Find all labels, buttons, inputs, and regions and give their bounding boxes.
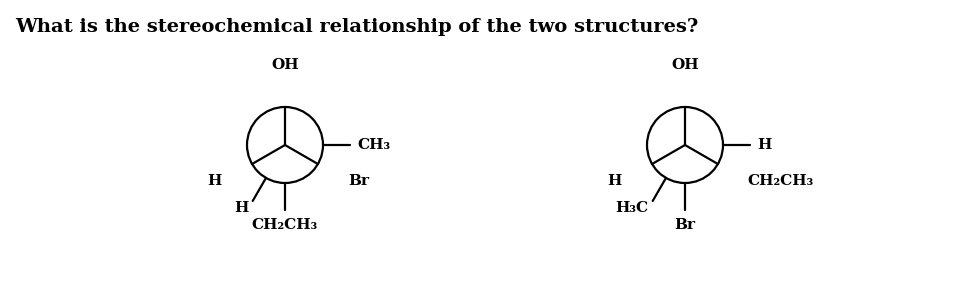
Text: H: H (208, 174, 222, 188)
Text: CH₃: CH₃ (357, 138, 391, 152)
Text: What is the stereochemical relationship of the two structures?: What is the stereochemical relationship … (15, 18, 698, 36)
Text: OH: OH (271, 58, 299, 72)
Text: H: H (607, 174, 622, 188)
Text: CH₂CH₃: CH₂CH₃ (748, 174, 814, 188)
Text: H: H (758, 138, 772, 152)
Text: H₃C: H₃C (616, 201, 649, 215)
Text: CH₂CH₃: CH₂CH₃ (252, 218, 318, 232)
Text: H: H (235, 201, 249, 215)
Text: OH: OH (672, 58, 698, 72)
Text: Br: Br (674, 218, 696, 232)
Text: Br: Br (348, 174, 369, 188)
